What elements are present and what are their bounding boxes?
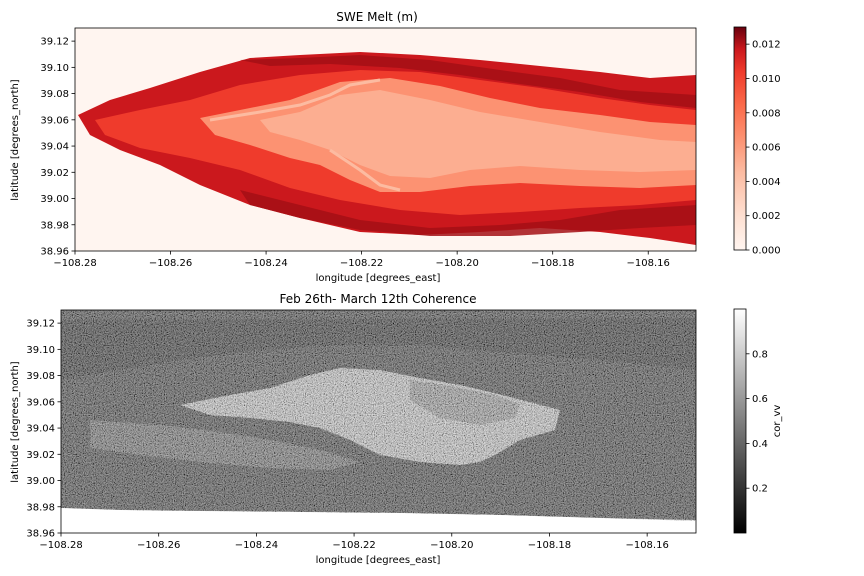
heatmap-region-dark-lower: [240, 190, 696, 236]
x-axis: −108.28 −108.26 −108.24 −108.22 −108.20 −108.…: [53, 251, 670, 269]
x-axis-label: longitude [degrees_east]: [316, 555, 441, 566]
axes-frame: [60, 309, 697, 534]
y-tick-label: 39.04: [40, 142, 69, 153]
y-tick-label: 39.06: [26, 397, 55, 408]
colorbar-gradient: [733, 26, 747, 251]
x-tick-label: −108.22: [340, 258, 383, 269]
x-tick-label: −108.28: [39, 540, 82, 551]
y-axis: 38.96 38.98 39.00 39.02 39.04 39.06 39.08 39.10…: [26, 319, 61, 540]
heatmap-nodata-edge: [61, 508, 696, 533]
heatmap-ridge-2: [329, 148, 401, 192]
y-tick-label: 39.00: [26, 476, 55, 487]
x-tick-label: −108.16: [625, 540, 668, 551]
y-tick-label: 38.98: [26, 502, 55, 513]
colorbar-tick-label: 0.012: [752, 40, 781, 51]
x-tick-label: −108.20: [435, 258, 478, 269]
y-tick-label: 39.12: [26, 319, 55, 330]
colorbar-tick-label: 0.002: [752, 211, 781, 222]
y-tick-label: 39.12: [40, 37, 69, 48]
axes-frame: [74, 27, 697, 252]
x-tick-label: −108.22: [332, 540, 375, 551]
colorbar-label: cor_vv: [772, 405, 783, 438]
colorbar-tick-label: 0.000: [752, 246, 781, 257]
heatmap-noise: [61, 310, 696, 533]
y-tick-label: 39.04: [26, 424, 55, 435]
y-tick-label: 39.10: [26, 345, 55, 356]
chart-title: SWE Melt (m): [336, 10, 418, 24]
colorbar-tick-label: 0.006: [752, 143, 781, 154]
y-tick-label: 38.96: [40, 247, 69, 258]
x-tick-label: −108.20: [430, 540, 473, 551]
colorbar-tick-label: 0.2: [752, 484, 768, 495]
chart-title: Feb 26th- March 12th Coherence: [280, 292, 477, 306]
colorbar-tick-label: 0.010: [752, 74, 781, 85]
y-tick-label: 39.10: [40, 63, 69, 74]
y-tick-label: 39.00: [40, 194, 69, 205]
heatmap-image: [61, 310, 696, 533]
heatmap-image: [75, 28, 696, 251]
x-tick-label: −108.26: [137, 540, 180, 551]
y-tick-label: 39.02: [40, 168, 69, 179]
heatmap-ridge: [209, 78, 381, 122]
y-tick-label: 38.96: [26, 529, 55, 540]
y-tick-label: 39.08: [40, 89, 69, 100]
y-tick-label: 39.06: [40, 115, 69, 126]
colorbar-ticks: 0.000 0.002 0.004 0.006 0.008 0.010 0.012: [746, 40, 781, 257]
colorbar-tick-label: 0.008: [752, 108, 781, 119]
heatmap-region-dark: [240, 55, 696, 108]
y-axis: 38.96 38.98 39.00 39.02 39.04 39.06 39.08 39.10…: [40, 37, 75, 258]
y-axis-label: latitude [degrees_north]: [10, 361, 21, 483]
colorbar-ticks: 0.2 0.4 0.6 0.8: [746, 349, 768, 495]
colorbar-tick-label: 0.8: [752, 349, 768, 360]
y-tick-label: 38.98: [40, 220, 69, 231]
colorbar-tick-label: 0.6: [752, 394, 768, 405]
swe-melt-panel: SWE Melt (m) −108.28 −108.26 −108.24 −108.2…: [10, 10, 781, 284]
x-tick-label: −108.24: [235, 540, 278, 551]
coherence-panel: Feb 26th- March 12th Coherence −108.28 −1…: [10, 292, 783, 566]
x-tick-label: −108.18: [531, 258, 574, 269]
y-tick-label: 39.08: [26, 371, 55, 382]
colorbar: 0.000 0.002 0.004 0.006 0.008 0.010 0.012: [733, 26, 781, 257]
x-tick-label: −108.16: [627, 258, 670, 269]
y-axis-label: latitude [degrees_north]: [10, 79, 21, 201]
colorbar: 0.2 0.4 0.6 0.8 cor_vv: [733, 308, 783, 534]
x-tick-label: −108.18: [528, 540, 571, 551]
x-axis-label: longitude [degrees_east]: [316, 273, 441, 284]
colorbar-gradient: [733, 308, 747, 534]
y-tick-label: 39.02: [26, 450, 55, 461]
colorbar-tick-label: 0.004: [752, 177, 781, 188]
colorbar-tick-label: 0.4: [752, 439, 768, 450]
heatmap-region-light: [260, 90, 696, 178]
x-tick-label: −108.24: [244, 258, 287, 269]
x-tick-label: −108.26: [149, 258, 192, 269]
x-tick-label: −108.28: [53, 258, 96, 269]
x-axis: −108.28 −108.26 −108.24 −108.22 −108.20 −108.…: [39, 533, 669, 551]
